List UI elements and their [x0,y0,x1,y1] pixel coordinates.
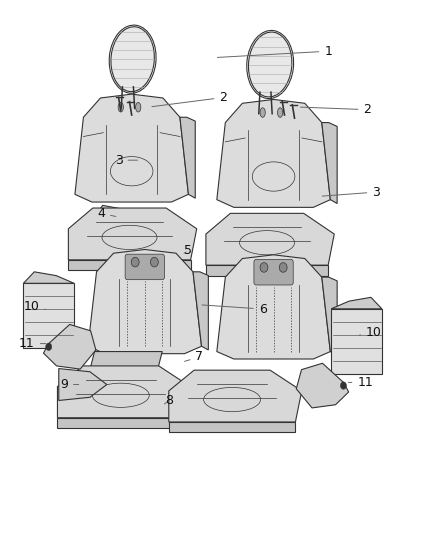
Polygon shape [206,213,334,265]
Polygon shape [59,368,107,400]
Text: 7: 7 [184,350,203,364]
Text: 4: 4 [97,207,116,220]
Polygon shape [75,94,188,202]
Text: 10: 10 [359,326,382,340]
Polygon shape [68,208,197,260]
Polygon shape [322,123,337,204]
Polygon shape [86,205,134,229]
Ellipse shape [118,102,124,112]
FancyBboxPatch shape [125,254,164,280]
Circle shape [131,257,139,267]
Text: 9: 9 [60,378,79,391]
Polygon shape [68,260,191,270]
Circle shape [150,257,158,267]
Ellipse shape [278,108,283,117]
Polygon shape [180,117,195,198]
Text: 8: 8 [164,394,173,407]
Polygon shape [88,249,201,354]
Polygon shape [217,255,330,359]
Polygon shape [169,370,302,422]
Circle shape [279,263,287,272]
Polygon shape [206,265,328,276]
Polygon shape [217,100,330,207]
Polygon shape [43,325,96,369]
Text: 10: 10 [23,300,46,313]
Polygon shape [322,277,337,356]
Text: 3: 3 [115,154,138,167]
Circle shape [46,343,52,351]
Polygon shape [57,366,191,418]
Ellipse shape [111,27,154,92]
Polygon shape [169,422,295,432]
Polygon shape [23,284,74,349]
Polygon shape [296,364,349,408]
Polygon shape [331,309,382,374]
Text: 3: 3 [322,185,380,199]
Polygon shape [193,272,208,350]
FancyBboxPatch shape [254,260,293,285]
Ellipse shape [260,108,265,117]
Text: 2: 2 [300,103,371,116]
Text: 2: 2 [152,91,227,107]
Text: 5: 5 [184,244,192,257]
Ellipse shape [136,102,141,112]
Polygon shape [57,418,184,428]
Circle shape [340,382,346,389]
Text: 6: 6 [202,303,267,316]
Polygon shape [331,297,382,309]
Circle shape [260,263,268,272]
Polygon shape [90,352,162,368]
Text: 1: 1 [217,45,332,58]
Text: 11: 11 [348,376,373,389]
Polygon shape [23,272,74,284]
Text: 11: 11 [19,337,46,350]
Ellipse shape [248,32,292,97]
